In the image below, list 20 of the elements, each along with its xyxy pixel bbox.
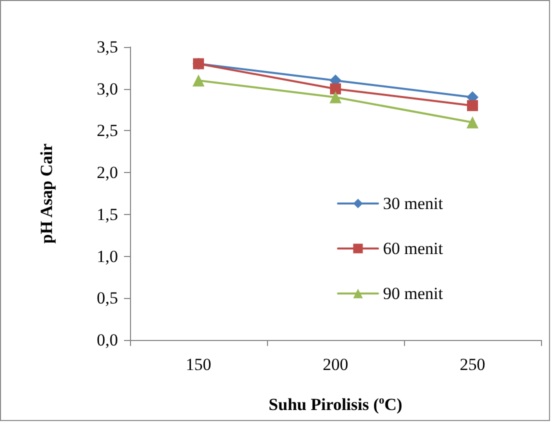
x-tick-label: 200 — [322, 355, 348, 374]
x-tick-label: 150 — [186, 355, 212, 374]
point — [330, 91, 342, 104]
point — [330, 83, 341, 94]
y-axis-title: pH Asap Cair — [37, 142, 56, 244]
y-tick-label: 1,5 — [96, 204, 118, 224]
legend-label: 30 menit — [383, 194, 444, 213]
y-tick-label: 3,5 — [96, 38, 118, 56]
legend-label: 90 menit — [383, 284, 444, 303]
point — [466, 116, 478, 128]
y-tick-label: 2,5 — [96, 121, 118, 140]
y-tick-label: 0,0 — [96, 330, 118, 350]
y-tick-label: 3,0 — [96, 79, 118, 98]
y-tick-label: 1,0 — [96, 246, 118, 266]
point — [467, 100, 478, 112]
x-tick-label: 250 — [460, 355, 486, 374]
y-tick-label: 0,5 — [96, 288, 118, 308]
legend-label: 60 menit — [383, 239, 444, 258]
point — [192, 74, 204, 86]
y-tick-label: 2,0 — [96, 163, 118, 182]
